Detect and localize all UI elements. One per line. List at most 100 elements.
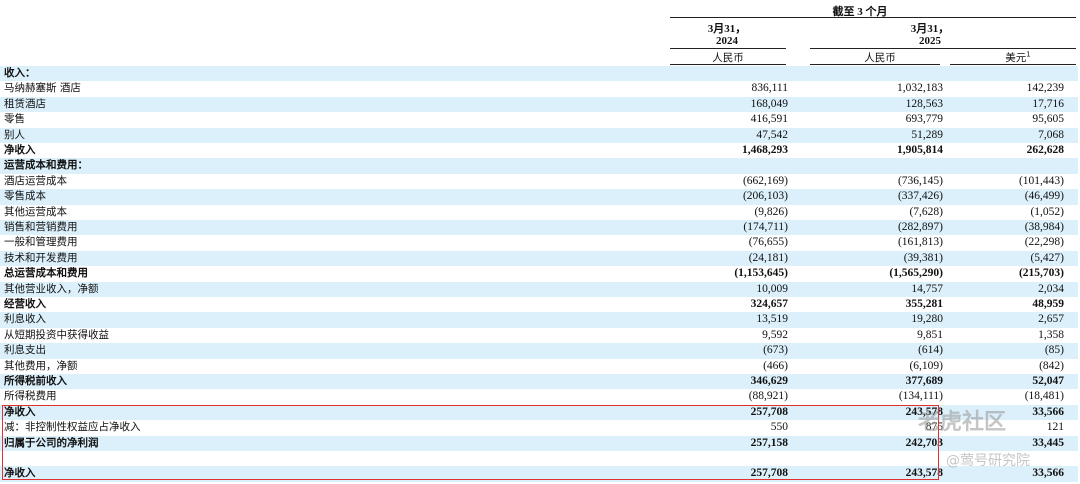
cell-value: (1,153,645) xyxy=(734,267,788,280)
table-row: 零售 416,591 693,779 95,605 xyxy=(0,112,1078,127)
row-label: 总运营成本和费用 xyxy=(4,267,88,280)
cell-value: 1,468,293 xyxy=(742,144,788,156)
cell-value: 47,542 xyxy=(756,128,788,141)
cell-value: 243,578 xyxy=(905,467,943,480)
cell-value: (134,111) xyxy=(898,390,943,403)
cell-value: (206,103) xyxy=(742,190,788,203)
cell-value: 377,689 xyxy=(905,375,943,387)
row-label: 收入： xyxy=(4,67,36,79)
table-row: 净收入 257,708 243,578 33,566 xyxy=(0,466,1078,482)
table-row: 所得税费用 (88,921) (134,111) (18,481) xyxy=(0,389,1078,404)
table-row: 其他运营成本 (9,826) (7,628) (1,052) xyxy=(0,205,1078,220)
row-label: 运营成本和费用： xyxy=(4,159,88,172)
cell-value: 33,566 xyxy=(1032,467,1064,480)
cell-value: (736,145) xyxy=(897,174,943,187)
row-label: 利息收入 xyxy=(4,313,46,326)
table-row: 经营收入 324,657 355,281 48,959 xyxy=(0,297,1078,312)
cell-value: 7,068 xyxy=(1038,128,1064,141)
row-label: 所得税费用 xyxy=(4,390,57,403)
cell-value: (161,813) xyxy=(897,236,943,249)
period-header: 截至 3 个月 xyxy=(832,6,888,18)
row-label: 零售 xyxy=(4,113,25,126)
cell-value: (614) xyxy=(918,344,943,357)
cell-value: 355,281 xyxy=(905,298,943,310)
cell-value: 416,591 xyxy=(750,113,788,126)
cell-value: 1,905,814 xyxy=(897,144,943,156)
cell-value: (1,052) xyxy=(1030,205,1064,218)
rule xyxy=(950,64,1076,65)
cell-value: 121 xyxy=(1046,421,1064,434)
cell-value: 242,703 xyxy=(905,436,943,449)
cell-value: (7,628) xyxy=(909,205,943,218)
cell-value: 836,111 xyxy=(751,82,788,95)
rule xyxy=(670,48,786,49)
cell-value: 95,605 xyxy=(1032,113,1064,126)
cell-value: 1,358 xyxy=(1038,328,1064,341)
cell-value: 128,563 xyxy=(905,97,943,110)
col-currency: 美元1 xyxy=(960,50,1076,65)
cell-value: (5,427) xyxy=(1030,251,1064,264)
col-date: 3月31， xyxy=(910,23,950,35)
cell-value: (1,565,290) xyxy=(889,267,943,280)
cell-value: 257,708 xyxy=(750,467,788,480)
row-label: 其他营业收入，净额 xyxy=(4,282,99,295)
cell-value: (22,298) xyxy=(1024,236,1064,249)
cell-value: (101,443) xyxy=(1018,174,1064,187)
cell-value: 257,158 xyxy=(750,436,788,449)
cell-value: 10,009 xyxy=(756,282,788,295)
cell-value: (466) xyxy=(763,359,788,372)
col-year: 2025 xyxy=(919,35,941,47)
row-label: 从短期投资中获得收益 xyxy=(4,328,109,341)
row-label: 净收入 xyxy=(4,467,36,480)
cell-value: (18,481) xyxy=(1024,390,1064,403)
highlight-box xyxy=(2,405,939,480)
cell-value: (24,181) xyxy=(748,251,788,264)
cell-value: 142,239 xyxy=(1026,82,1064,95)
table-row: 销售和营销费用 (174,711) (282,897) (38,984) xyxy=(0,220,1078,236)
row-label: 酒店运营成本 xyxy=(4,174,67,187)
row-label: 销售和营销费用 xyxy=(4,221,78,233)
cell-value: 52,047 xyxy=(1032,375,1064,387)
cell-value: (673) xyxy=(763,344,788,357)
col-currency: 人民币 xyxy=(712,52,744,64)
col-currency: 人民币 xyxy=(864,52,896,64)
cell-value: 51,289 xyxy=(911,128,943,141)
table-row: 租赁酒店 168,049 128,563 17,716 xyxy=(0,96,1078,113)
watermark: 老虎社区 xyxy=(918,410,1007,435)
cell-value: (174,711) xyxy=(743,221,788,233)
table-row: 其他费用，净额 (466) (6,109) (842) xyxy=(0,359,1078,374)
cell-value: (215,703) xyxy=(1018,267,1064,280)
table-row: 其他营业收入，净额 10,009 14,757 2,034 xyxy=(0,281,1078,297)
table-row: 从短期投资中获得收益 9,592 9,851 1,358 xyxy=(0,328,1078,343)
table-row: 利息收入 13,519 19,280 2,657 xyxy=(0,312,1078,328)
footnote-mark: 1 xyxy=(1026,50,1031,59)
row-label: 归属于公司的净利润 xyxy=(4,436,99,449)
rule xyxy=(810,64,940,65)
rule xyxy=(810,48,1076,49)
table-row: 运营成本和费用： xyxy=(0,158,1078,174)
cell-value: 168,049 xyxy=(750,97,788,110)
rule xyxy=(670,17,1076,18)
cell-value: 2,657 xyxy=(1038,313,1064,326)
row-label: 净收入 xyxy=(4,144,36,156)
row-label: 一般和管理费用 xyxy=(4,236,78,249)
row-label: 其他运营成本 xyxy=(4,205,67,218)
row-label: 利息支出 xyxy=(4,344,46,357)
table-row: 别人 47,542 51,289 7,068 xyxy=(0,127,1078,143)
cell-value: 2,034 xyxy=(1038,282,1064,295)
cell-value: 9,851 xyxy=(917,328,943,341)
table-row: 利息支出 (673) (614) (85) xyxy=(0,343,1078,359)
row-label: 别人 xyxy=(4,128,25,141)
cell-value: (6,109) xyxy=(909,359,943,372)
cell-value: (85) xyxy=(1044,344,1064,357)
row-label: 马纳赫塞斯 酒店 xyxy=(4,82,81,95)
cell-value: 14,757 xyxy=(911,282,943,295)
cell-value: 324,657 xyxy=(750,298,788,310)
table-row: 总运营成本和费用 (1,153,645) (1,565,290) (215,703) xyxy=(0,266,1078,281)
table-row: 归属于公司的净利润 257,158 242,703 33,445 xyxy=(0,435,1078,451)
cell-value: (9,826) xyxy=(754,205,788,218)
cell-value: 243,578 xyxy=(905,405,943,418)
table-row: 技术和开发费用 (24,181) (39,381) (5,427) xyxy=(0,250,1078,267)
cell-value: 257,708 xyxy=(750,405,788,418)
table-row: 一般和管理费用 (76,655) (161,813) (22,298) xyxy=(0,235,1078,250)
